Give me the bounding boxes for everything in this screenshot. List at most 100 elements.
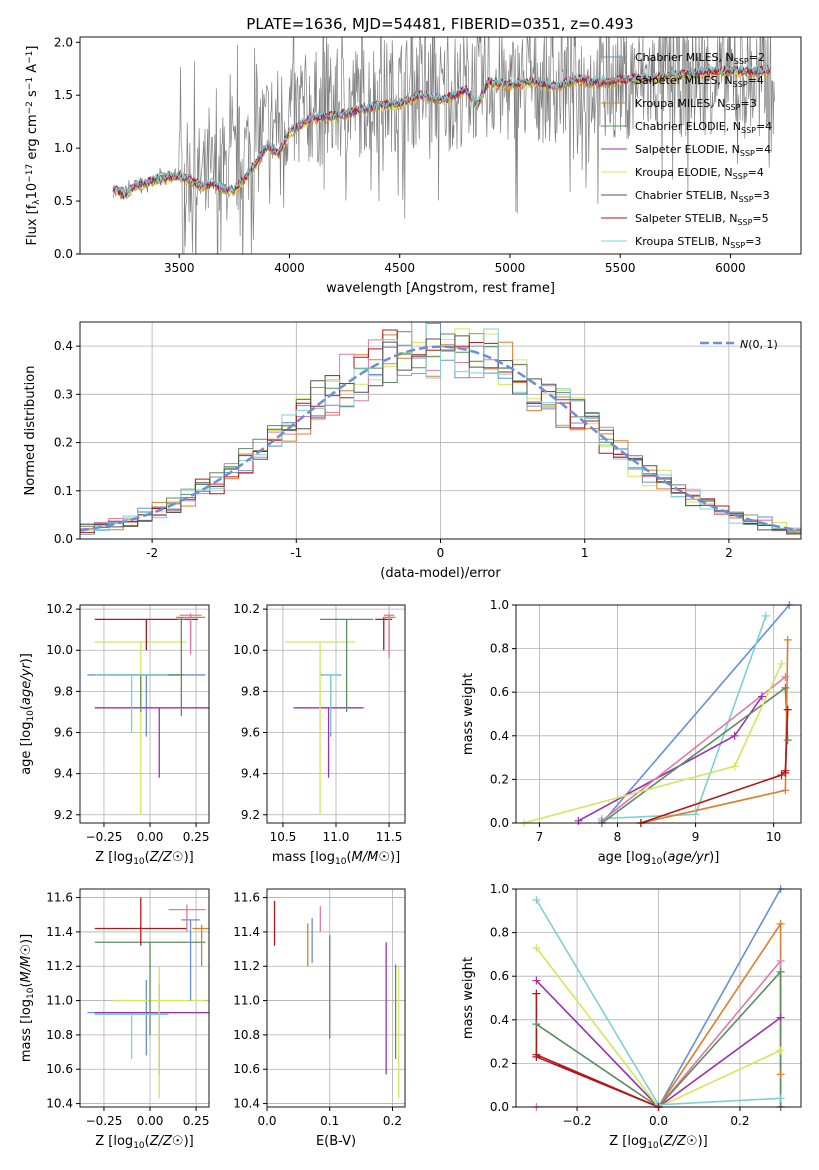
x-tick-label: 11.0 bbox=[323, 830, 350, 844]
y-tick-label: 11.4 bbox=[233, 925, 260, 939]
y-tick-label: 0.4 bbox=[54, 339, 73, 353]
x-tick-label: 2 bbox=[725, 546, 733, 560]
x-tick-label: 1 bbox=[581, 546, 589, 560]
y-axis-label: age [log10(age/yr)] bbox=[19, 653, 36, 775]
x-tick-label: 10.5 bbox=[270, 830, 297, 844]
weight-marker bbox=[781, 683, 790, 692]
age_vs_Z-plot-area bbox=[87, 613, 209, 815]
x-tick-label: 6000 bbox=[715, 261, 746, 275]
legend-entry: Chabrier ELODIE, NSSP=4 bbox=[635, 120, 772, 135]
x-tick-label: 5500 bbox=[605, 261, 636, 275]
axes-frame bbox=[515, 888, 802, 1108]
x-tick-label: 0.1 bbox=[320, 1114, 339, 1128]
weight-line-chabrier_elodie bbox=[601, 686, 789, 823]
y-tick-label: 0.0 bbox=[490, 1100, 509, 1114]
y-tick-label: 2.0 bbox=[54, 35, 73, 49]
x-axis-label: mass [log10(M/M☉)] bbox=[272, 850, 400, 867]
x-tick-label: 5000 bbox=[495, 261, 526, 275]
y-tick-label: 9.8 bbox=[54, 684, 73, 698]
axes-frame bbox=[79, 888, 210, 1108]
x-tick-label: 11.5 bbox=[376, 830, 403, 844]
y-tick-label: 0.3 bbox=[54, 387, 73, 401]
weight-line-chabrier_miles bbox=[657, 889, 782, 1107]
weight-marker bbox=[783, 736, 792, 745]
y-tick-label: 0.2 bbox=[54, 436, 73, 450]
y-tick-label: 0.2 bbox=[490, 1056, 509, 1070]
model-spectrum-line-kroupa_stelib bbox=[112, 64, 771, 198]
y-tick-label: 10.6 bbox=[233, 1062, 260, 1076]
y-tick-label: 9.2 bbox=[241, 808, 260, 822]
x-tick-label: 0 bbox=[437, 546, 445, 560]
legend-entry: Kroupa STELIB, NSSP=3 bbox=[635, 235, 761, 250]
weight-marker bbox=[574, 816, 583, 825]
x-tick-label: 0.2 bbox=[730, 1114, 749, 1128]
x-tick-label: 4000 bbox=[274, 261, 305, 275]
age_vs_mass-panel: 10.5 11.0 11.5 9.2 9.4 9.6 9.8 10.0 10.2 mass [lo… bbox=[233, 602, 406, 867]
gaussian-curve bbox=[80, 345, 801, 532]
residual-plot-area bbox=[80, 322, 801, 535]
x-tick-label: 3500 bbox=[164, 261, 195, 275]
y-tick-label: 9.4 bbox=[241, 767, 260, 781]
weight-marker bbox=[783, 635, 792, 644]
weight-marker bbox=[776, 1046, 785, 1055]
axes-frame bbox=[266, 888, 406, 1108]
axes-frame bbox=[79, 321, 802, 540]
x-tick-label: -2 bbox=[146, 546, 158, 560]
y-tick-label: 11.0 bbox=[233, 994, 260, 1008]
weight-marker bbox=[532, 989, 541, 998]
x-tick-label: −0.25 bbox=[86, 1114, 123, 1128]
x-axis-label: Z [log10(Z/Z☉)] bbox=[95, 850, 193, 867]
weight-line-salpeter_elodie bbox=[535, 980, 782, 1107]
weight-marker bbox=[532, 895, 541, 904]
weight-line-salpeter_miles bbox=[640, 639, 789, 823]
y-tick-label: 9.6 bbox=[241, 726, 260, 740]
weight-marker bbox=[783, 705, 792, 714]
weight-marker bbox=[730, 731, 739, 740]
residual-legend: N(0, 1) bbox=[700, 338, 778, 351]
y-tick-label: 1.5 bbox=[54, 88, 73, 102]
y-tick-label: 0.5 bbox=[54, 194, 73, 208]
axes-frame bbox=[79, 604, 210, 824]
y-tick-label: 11.6 bbox=[46, 891, 73, 905]
y-axis-label: Normed distribution bbox=[23, 366, 38, 496]
y-tick-label: 0.8 bbox=[490, 926, 509, 940]
weight-line-kroupa_elodie bbox=[535, 947, 781, 1107]
x-tick-label: 0.00 bbox=[137, 1114, 164, 1128]
weight-marker bbox=[777, 659, 786, 668]
x-tick-label: 0.2 bbox=[383, 1114, 402, 1128]
y-tick-label: 10.2 bbox=[46, 602, 73, 616]
y-tick-label: 10.4 bbox=[233, 1097, 260, 1111]
y-tick-label: 10.0 bbox=[46, 643, 73, 657]
y-tick-label: 10.6 bbox=[46, 1062, 73, 1076]
y-tick-label: 1.0 bbox=[490, 882, 509, 896]
weight-line-chabrier_elodie bbox=[535, 969, 782, 1107]
y-tick-label: 0.1 bbox=[54, 484, 73, 498]
legend-entry: Salpeter ELODIE, NSSP=4 bbox=[635, 143, 771, 158]
axes-frame bbox=[515, 604, 802, 824]
y-tick-label: 0.6 bbox=[490, 969, 509, 983]
mass_weight_vs_Z-panel: −0.2 0.0 0.2 0.0 0.2 0.4 0.6 0.8 1.0 Z [log10(Z/Z… bbox=[461, 882, 802, 1151]
y-tick-label: 10.0 bbox=[233, 643, 260, 657]
weight-marker bbox=[776, 1013, 785, 1022]
weight-marker bbox=[781, 768, 790, 777]
y-axis-label: Flux [fλ10−17 erg cm−2 s−1 A−1] bbox=[25, 46, 42, 246]
y-tick-label: 0.0 bbox=[54, 247, 73, 261]
histogram-chabrier_stelib bbox=[80, 335, 801, 535]
y-tick-label: 9.6 bbox=[54, 726, 73, 740]
y-tick-label: 10.2 bbox=[233, 602, 260, 616]
y-tick-label: 9.8 bbox=[241, 684, 260, 698]
weight-marker bbox=[781, 672, 790, 681]
x-tick-label: 0.25 bbox=[183, 1114, 210, 1128]
weight-marker bbox=[776, 956, 785, 965]
y-tick-label: 10.8 bbox=[46, 1028, 73, 1042]
mass_vs_ebv-panel: 0.0 0.1 0.2 10.4 10.6 10.8 11.0 11.2 11.4 11.6 E(B… bbox=[233, 888, 406, 1149]
y-tick-label: 0.2 bbox=[490, 772, 509, 786]
x-axis-label: wavelength [Angstrom, rest frame] bbox=[326, 281, 555, 296]
y-axis-label: mass weight bbox=[461, 673, 476, 755]
legend-entry: Kroupa ELODIE, NSSP=4 bbox=[635, 166, 764, 181]
y-tick-label: 0.0 bbox=[490, 816, 509, 830]
weight-marker bbox=[757, 692, 766, 701]
y-tick-label: 1.0 bbox=[54, 141, 73, 155]
x-axis-label: Z [log10(Z/Z☉)] bbox=[609, 1134, 707, 1151]
